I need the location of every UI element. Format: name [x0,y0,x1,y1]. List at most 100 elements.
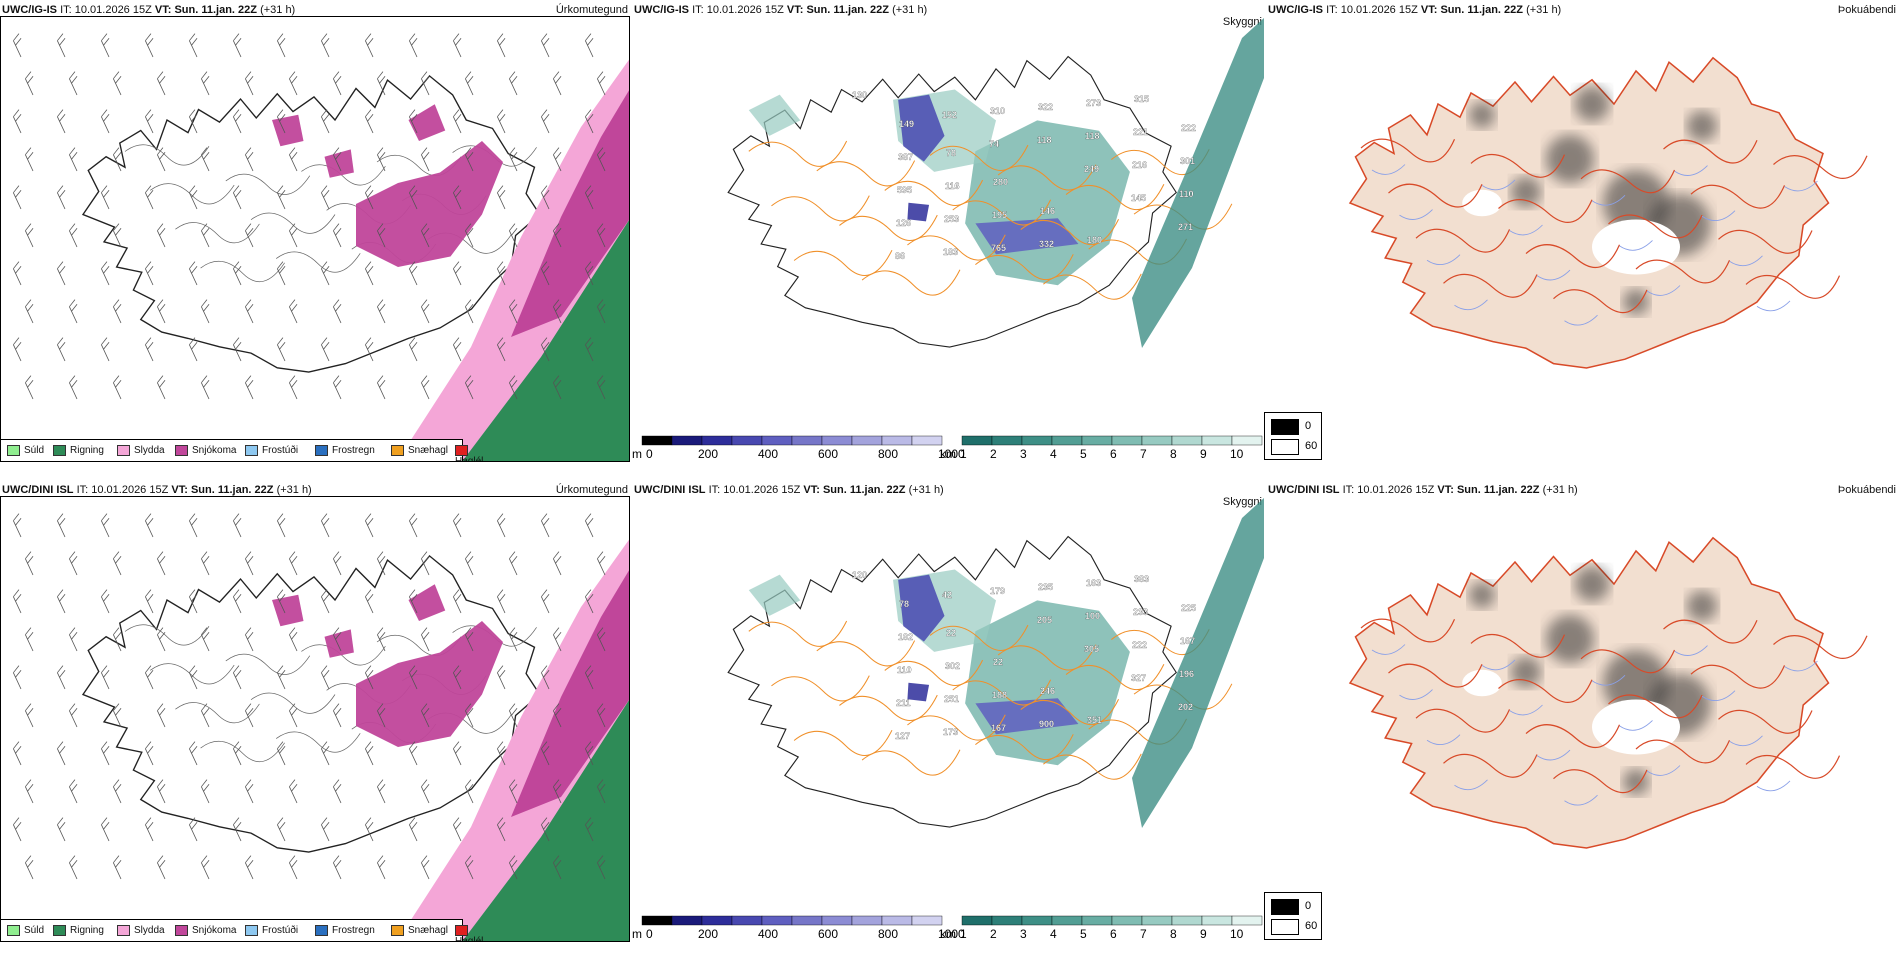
cloud-base-label: 315 [1134,94,1149,104]
snow-area [356,621,503,747]
wind-barb [157,855,166,880]
road-line [275,251,361,273]
wind-barb [333,551,342,576]
cloud-base-label: 179 [990,586,1005,596]
legend-label: Snjókoma [192,925,237,936]
legend-item: Snæhagl [391,445,448,457]
wind-barb [585,33,594,58]
wind-barb [321,817,330,842]
wind-barb [421,71,430,96]
wind-barb [333,223,342,248]
snow-area [408,104,446,141]
river-line [1646,765,1681,776]
cloud-base-label: 205 [1037,615,1052,625]
wind-barb [101,185,110,210]
river-line [1591,194,1626,206]
road-line [997,644,1097,671]
wind-barb [189,741,198,766]
wind-barb [541,109,550,134]
valid-time: Sun. 11.jan. 22Z [1456,484,1540,496]
row2-fog-panel: UWC/DINI ISL IT: 10.01.2026 15Z VT: Sun.… [1266,480,1898,954]
wind-barb [421,147,430,172]
fog-index-panel-title: Þokuábendi [1837,484,1896,496]
legend-swatch [175,445,188,456]
road-line [748,620,848,647]
road-line [1773,635,1868,659]
wind-barb [277,513,286,538]
wind-barb [409,109,418,134]
cloud-base-label: 302 [945,661,960,671]
visibility-scale-tick: 6 [1110,447,1117,461]
visibility-scale-cell [1141,435,1173,446]
wind-barb [509,147,518,172]
cloud-base-label: 180 [1087,235,1102,245]
wind-barb [189,337,198,362]
road-line [301,644,386,666]
road-line [907,234,1006,261]
height-scale-cell [761,915,793,926]
visibility-scale-cell [1141,915,1173,926]
road-line [748,140,848,167]
road-line [175,702,260,724]
wind-barb [409,337,418,362]
wind-barb [277,33,286,58]
wind-barb [233,589,242,614]
road-line [250,692,336,714]
wind-barb [321,589,330,614]
fog-area [1510,656,1542,688]
wind-barb [69,551,78,576]
snow-area [324,149,354,178]
height-scale-tick: 600 [818,447,838,461]
height-scale-cell [911,915,943,926]
river-line [1399,209,1433,220]
wind-barb [465,299,474,324]
visibility-scale-cell [991,435,1023,446]
wind-barb [553,779,562,804]
road-line [1388,663,1483,688]
wind-barb [113,779,122,804]
height-scale-tick: 800 [878,927,898,941]
road-line [884,659,984,686]
river-line [1426,734,1461,746]
it-label: IT: [76,484,89,496]
river-line [1756,300,1791,312]
visibility-scale-unit: km [940,927,956,941]
fog-area [1468,101,1496,129]
cloud-base-label: 595 [897,185,912,195]
wind-barb [553,71,562,96]
road-line [149,663,235,685]
road-line [1608,214,1703,239]
cloud-base-label: 202 [1178,702,1193,712]
wind-barb [233,185,242,210]
wind-barb [201,375,210,400]
wind-barb [57,33,66,58]
wind-barb [277,741,286,766]
wind-barb [497,109,506,134]
road-line [200,741,285,763]
wind-barb [421,375,430,400]
wind-barb [69,375,78,400]
river-line [1536,749,1571,761]
rain-band [462,700,629,941]
cloud-base-label: 765 [991,243,1006,253]
legend-swatch [455,925,468,936]
wind-barb [189,665,198,690]
wind-barb [585,817,594,842]
wind-barb [453,337,462,362]
lead-time: (+31 h) [892,4,928,16]
river-line [1536,269,1571,281]
road-line [1498,199,1593,223]
wind-barb [377,627,386,652]
wind-barb [277,589,286,614]
vt-label: VT: [154,4,172,16]
wind-barb [101,665,110,690]
low-visibility-band [1132,498,1264,828]
row1-visibility-title: UWC/IG-IS IT: 10.01.2026 15Z VT: Sun. 11… [634,4,927,16]
wind-barb [585,109,594,134]
lead-time: (+31 h) [276,484,312,496]
iceland-outline-group [1348,536,1868,849]
road-line [175,222,260,244]
visibility-map: 120 78 22 22 246 351 383 225 182 302 188 900 163 233 1… [727,498,1264,828]
height-scale-unit: m [632,927,642,941]
river-line [1619,720,1653,731]
